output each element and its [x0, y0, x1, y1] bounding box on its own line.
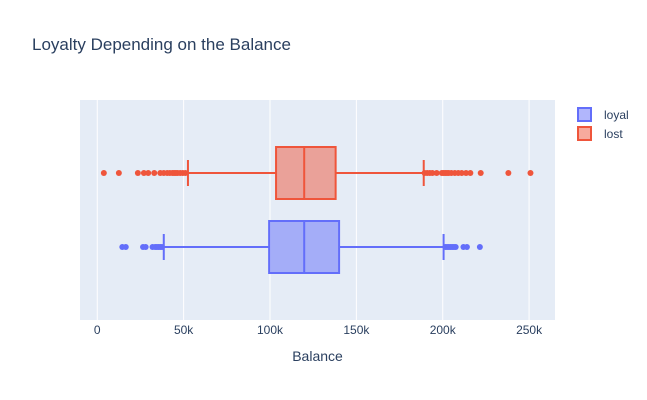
box-group-lost: [100, 146, 534, 200]
outlier-point[interactable]: [452, 244, 459, 250]
legend[interactable]: loyal lost: [577, 107, 629, 141]
x-tick-label: 0: [94, 323, 101, 337]
outlier-point[interactable]: [505, 170, 512, 176]
outlier-point[interactable]: [122, 244, 129, 250]
outlier-point[interactable]: [433, 170, 440, 176]
outlier-point[interactable]: [134, 170, 141, 176]
x-axis-label: Balance: [292, 348, 343, 364]
outlier-point[interactable]: [142, 244, 149, 250]
x-tick-label: 250k: [516, 323, 543, 337]
outlier-point[interactable]: [458, 170, 465, 176]
iqr-box[interactable]: [275, 146, 337, 200]
chart-title: Loyalty Depending on the Balance: [32, 35, 291, 54]
x-tick-label: 200k: [430, 323, 457, 337]
legend-label: lost: [604, 127, 623, 141]
legend-swatch: [577, 126, 592, 141]
outlier-point[interactable]: [429, 170, 436, 176]
x-tick-labels: 0 50k 100k 150k 200k 250k: [94, 323, 543, 337]
x-tick-label: 100k: [257, 323, 284, 337]
outlier-point[interactable]: [100, 170, 107, 176]
legend-swatch: [577, 107, 592, 122]
outlier-point[interactable]: [145, 170, 152, 176]
legend-item-loyal[interactable]: loyal: [577, 107, 629, 122]
outlier-point[interactable]: [115, 170, 122, 176]
legend-label: loyal: [604, 108, 629, 122]
outlier-point[interactable]: [182, 170, 189, 176]
x-tick-label: 50k: [174, 323, 194, 337]
x-gridlines: [96, 100, 530, 320]
box-group-loyal: [119, 220, 483, 274]
outlier-point[interactable]: [467, 170, 474, 176]
plot-area: [80, 100, 555, 320]
outlier-point[interactable]: [140, 170, 147, 176]
outlier-point[interactable]: [463, 244, 470, 250]
box-series: [100, 146, 534, 274]
outlier-point[interactable]: [477, 170, 484, 176]
outlier-point[interactable]: [159, 244, 166, 250]
outlier-point[interactable]: [527, 170, 534, 176]
outlier-point[interactable]: [476, 244, 483, 250]
outlier-point[interactable]: [151, 170, 158, 176]
legend-item-lost[interactable]: lost: [577, 126, 623, 141]
x-tick-label: 150k: [343, 323, 370, 337]
outlier-point[interactable]: [463, 170, 470, 176]
